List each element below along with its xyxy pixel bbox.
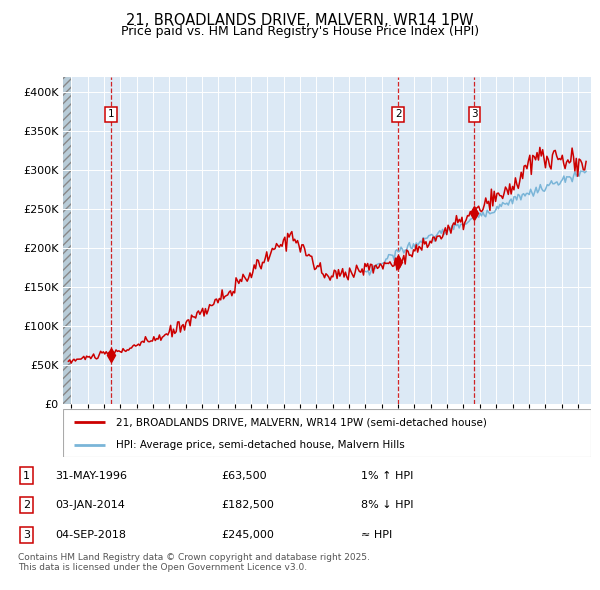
Text: £182,500: £182,500 (221, 500, 274, 510)
Text: HPI: Average price, semi-detached house, Malvern Hills: HPI: Average price, semi-detached house,… (116, 440, 404, 450)
FancyBboxPatch shape (63, 409, 591, 457)
Text: 1% ↑ HPI: 1% ↑ HPI (361, 471, 413, 481)
Text: £245,000: £245,000 (221, 530, 274, 540)
Text: 04-SEP-2018: 04-SEP-2018 (56, 530, 127, 540)
Text: Contains HM Land Registry data © Crown copyright and database right 2025.
This d: Contains HM Land Registry data © Crown c… (18, 553, 370, 572)
Text: 2: 2 (395, 109, 401, 119)
Text: 1: 1 (107, 109, 114, 119)
Text: £63,500: £63,500 (221, 471, 267, 481)
Text: Price paid vs. HM Land Registry's House Price Index (HPI): Price paid vs. HM Land Registry's House … (121, 25, 479, 38)
Bar (63, 77, 71, 404)
Text: 3: 3 (471, 109, 478, 119)
Text: 21, BROADLANDS DRIVE, MALVERN, WR14 1PW: 21, BROADLANDS DRIVE, MALVERN, WR14 1PW (126, 13, 474, 28)
Text: 1: 1 (23, 471, 30, 481)
Text: 8% ↓ HPI: 8% ↓ HPI (361, 500, 414, 510)
Text: ≈ HPI: ≈ HPI (361, 530, 392, 540)
Text: 03-JAN-2014: 03-JAN-2014 (56, 500, 125, 510)
Text: 31-MAY-1996: 31-MAY-1996 (56, 471, 128, 481)
Text: 3: 3 (23, 530, 30, 540)
Text: 21, BROADLANDS DRIVE, MALVERN, WR14 1PW (semi-detached house): 21, BROADLANDS DRIVE, MALVERN, WR14 1PW … (116, 417, 487, 427)
Text: 2: 2 (23, 500, 30, 510)
